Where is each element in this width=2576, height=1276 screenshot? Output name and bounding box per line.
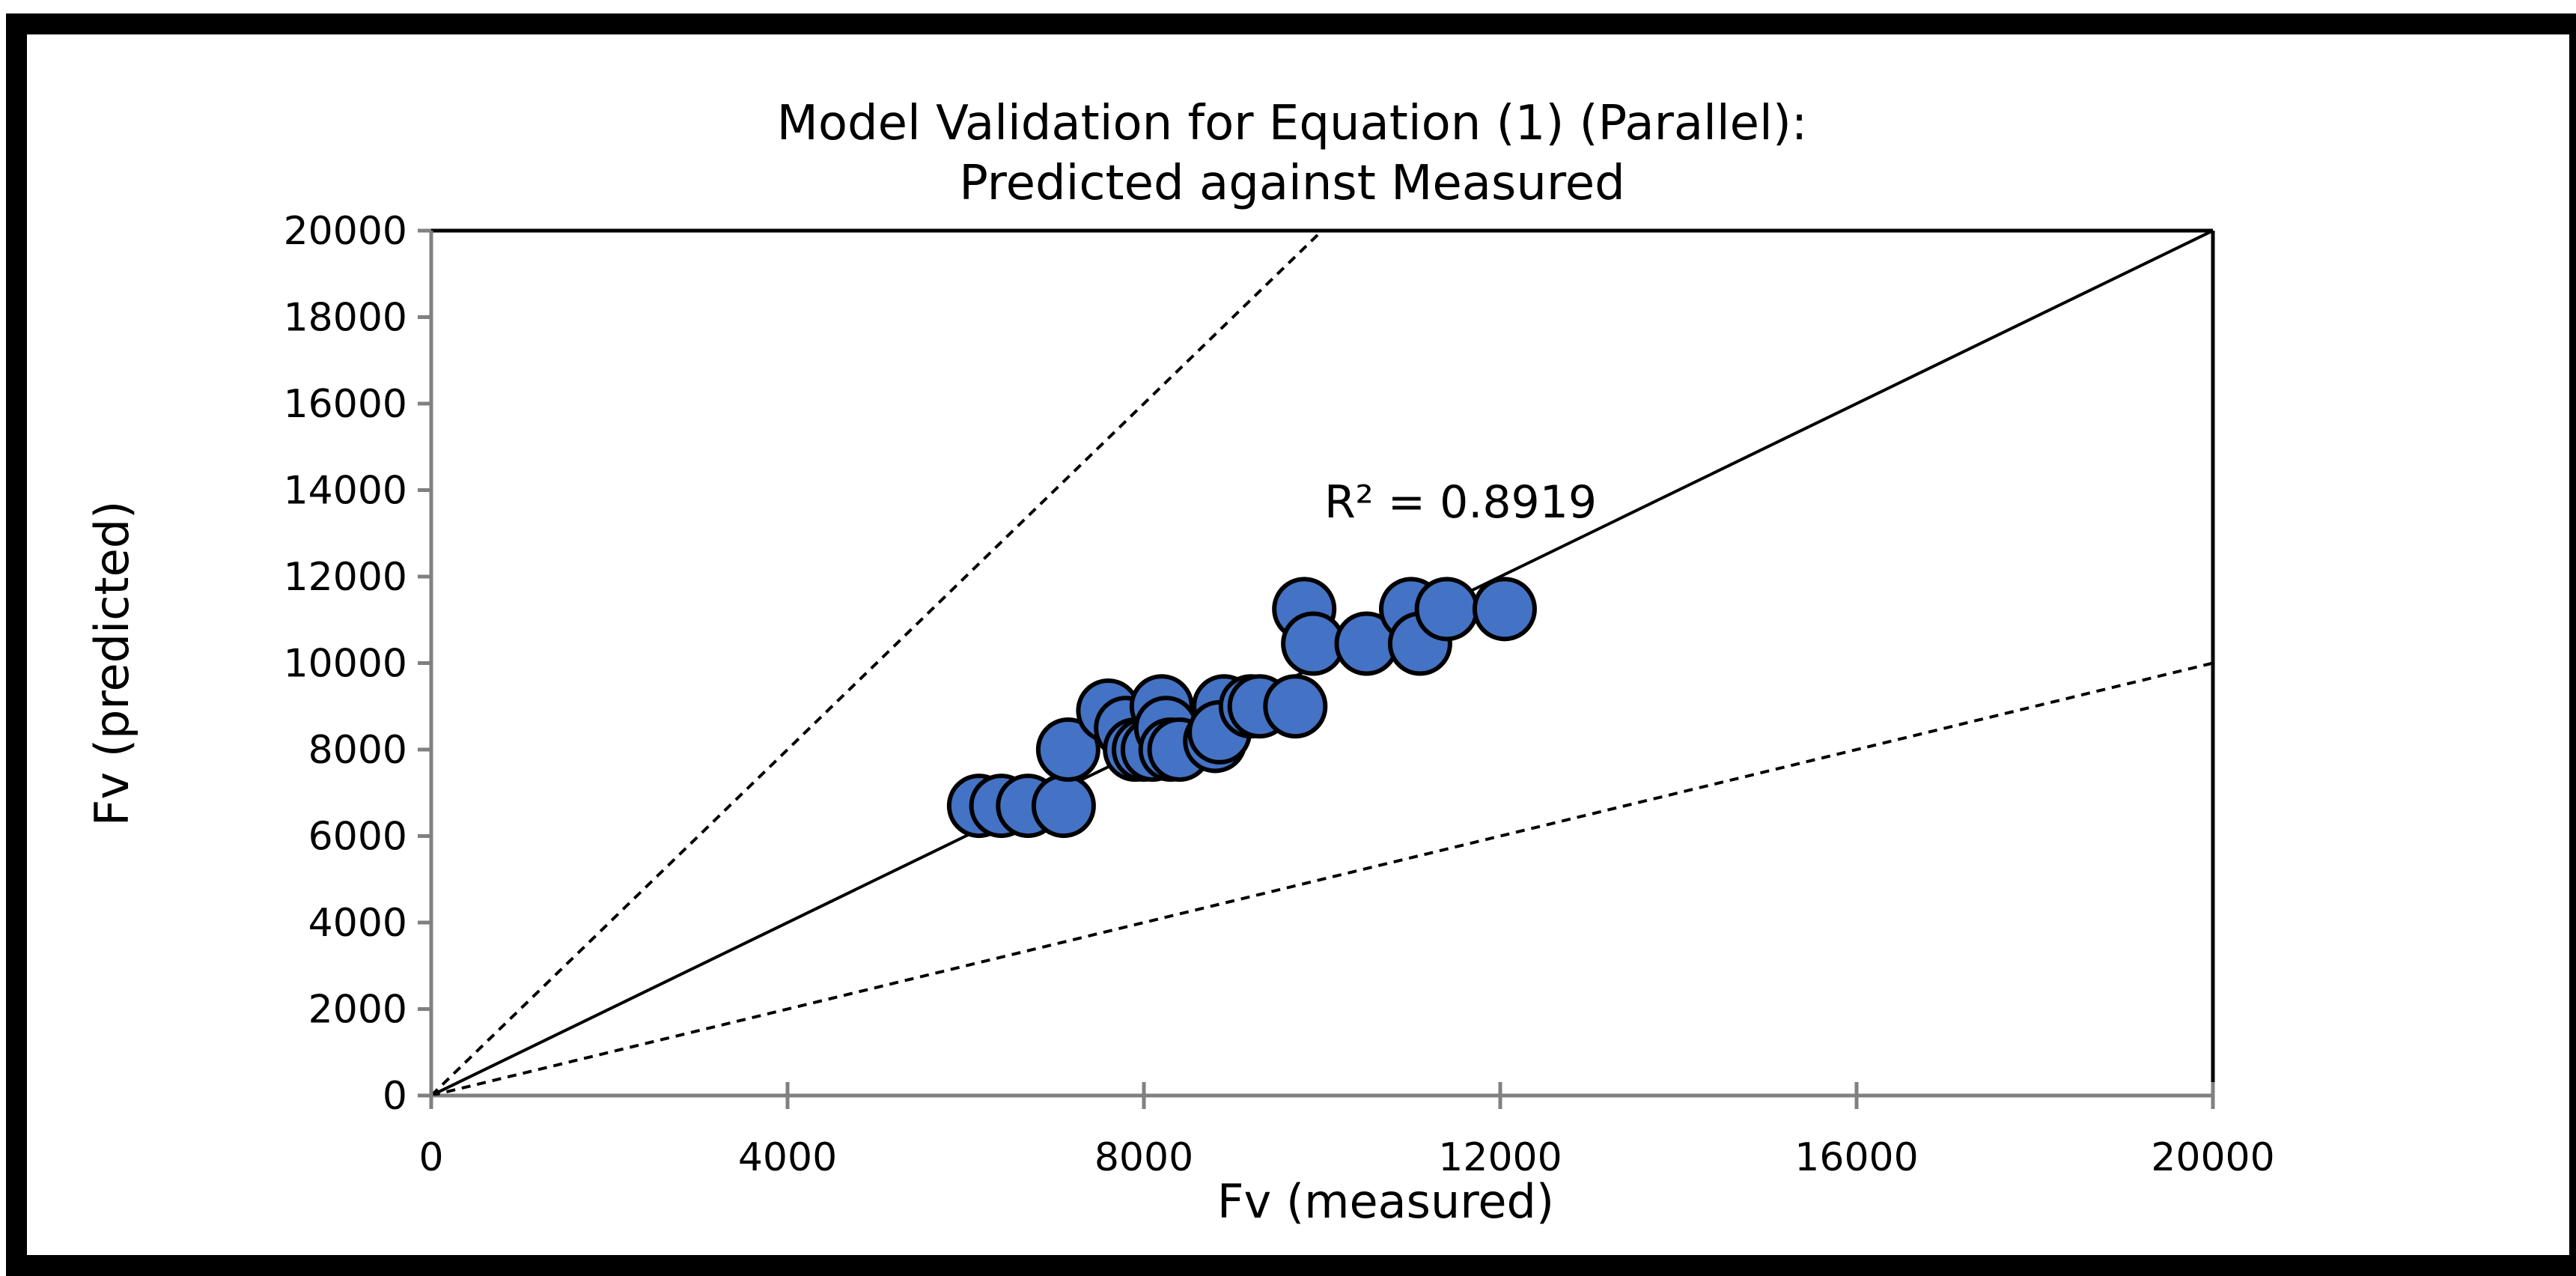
y-axis-label: Fv (predicted) <box>85 501 139 827</box>
r-squared-annotation: R² = 0.8919 <box>1324 476 1597 529</box>
data-point <box>1281 611 1346 676</box>
y-tick-label: 14000 <box>284 469 407 514</box>
x-tick-label: 16000 <box>1794 1135 1918 1180</box>
data-point <box>1263 674 1328 739</box>
y-tick-label: 0 <box>383 1074 407 1119</box>
y-tick-label: 8000 <box>308 728 407 773</box>
data-point <box>1414 577 1479 642</box>
y-tick-label: 4000 <box>308 901 407 946</box>
chart-subtitle: Predicted against Measured <box>959 156 1625 211</box>
dashed-reference-line <box>431 231 1324 1096</box>
x-tick-label: 12000 <box>1438 1135 1562 1180</box>
y-tick-label: 6000 <box>308 815 407 860</box>
axes <box>429 228 2215 1109</box>
chart-title: Model Validation for Equation (1) (Paral… <box>777 96 1808 151</box>
x-tick-label: 4000 <box>738 1135 837 1180</box>
data-point <box>1035 717 1100 782</box>
y-tick-label: 10000 <box>284 642 407 687</box>
x-axis-label: Fv (measured) <box>1217 1174 1554 1229</box>
x-tick-label: 20000 <box>2151 1135 2274 1180</box>
scatter-chart: Model Validation for Equation (1) (Paral… <box>85 96 2275 1229</box>
y-tick-label: 20000 <box>284 209 407 254</box>
data-point <box>1472 577 1537 642</box>
tick-labels: 0 2000 4000 6000 8000 10000 12000 14000 16000 180… <box>284 209 2275 1180</box>
x-tick-label: 0 <box>418 1135 443 1180</box>
y-tick-label: 16000 <box>284 382 407 427</box>
data-points <box>946 577 1537 839</box>
y-tick-label: 12000 <box>284 555 407 600</box>
y-tick-label: 2000 <box>308 988 407 1033</box>
chart-frame: Model Validation for Equation (1) (Paral… <box>6 13 2576 1276</box>
dashed-reference-line <box>431 661 2213 1096</box>
y-tick-label: 18000 <box>284 296 407 341</box>
x-tick-label: 8000 <box>1094 1135 1193 1180</box>
data-point <box>1031 774 1096 839</box>
